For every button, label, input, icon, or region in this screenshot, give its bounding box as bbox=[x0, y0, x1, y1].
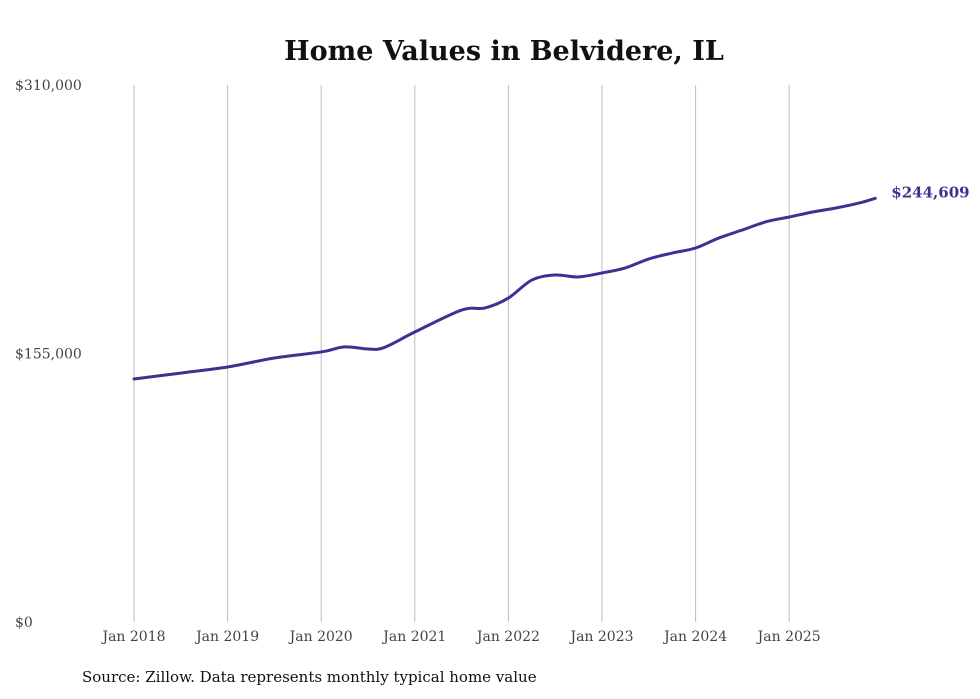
source-note: Source: Zillow. Data represents monthly … bbox=[82, 668, 537, 686]
y-tick-label: $155,000 bbox=[15, 347, 82, 363]
series-line bbox=[132, 196, 877, 381]
x-tick-label: Jan 2023 bbox=[568, 629, 633, 645]
x-tick-label: Jan 2020 bbox=[288, 629, 353, 645]
x-tick-label: Jan 2024 bbox=[662, 629, 727, 645]
end-value-label: $244,609 bbox=[891, 183, 969, 201]
x-tick-label: Jan 2022 bbox=[475, 629, 540, 645]
x-tick-label: Jan 2018 bbox=[100, 629, 165, 645]
x-tick-label: Jan 2021 bbox=[381, 629, 446, 645]
x-tick-label: Jan 2025 bbox=[756, 629, 821, 645]
y-tick-label: $0 bbox=[15, 615, 33, 631]
chart-title: Home Values in Belvidere, IL bbox=[284, 36, 724, 67]
x-tick-label: Jan 2019 bbox=[194, 629, 259, 645]
y-tick-label: $310,000 bbox=[15, 78, 82, 94]
